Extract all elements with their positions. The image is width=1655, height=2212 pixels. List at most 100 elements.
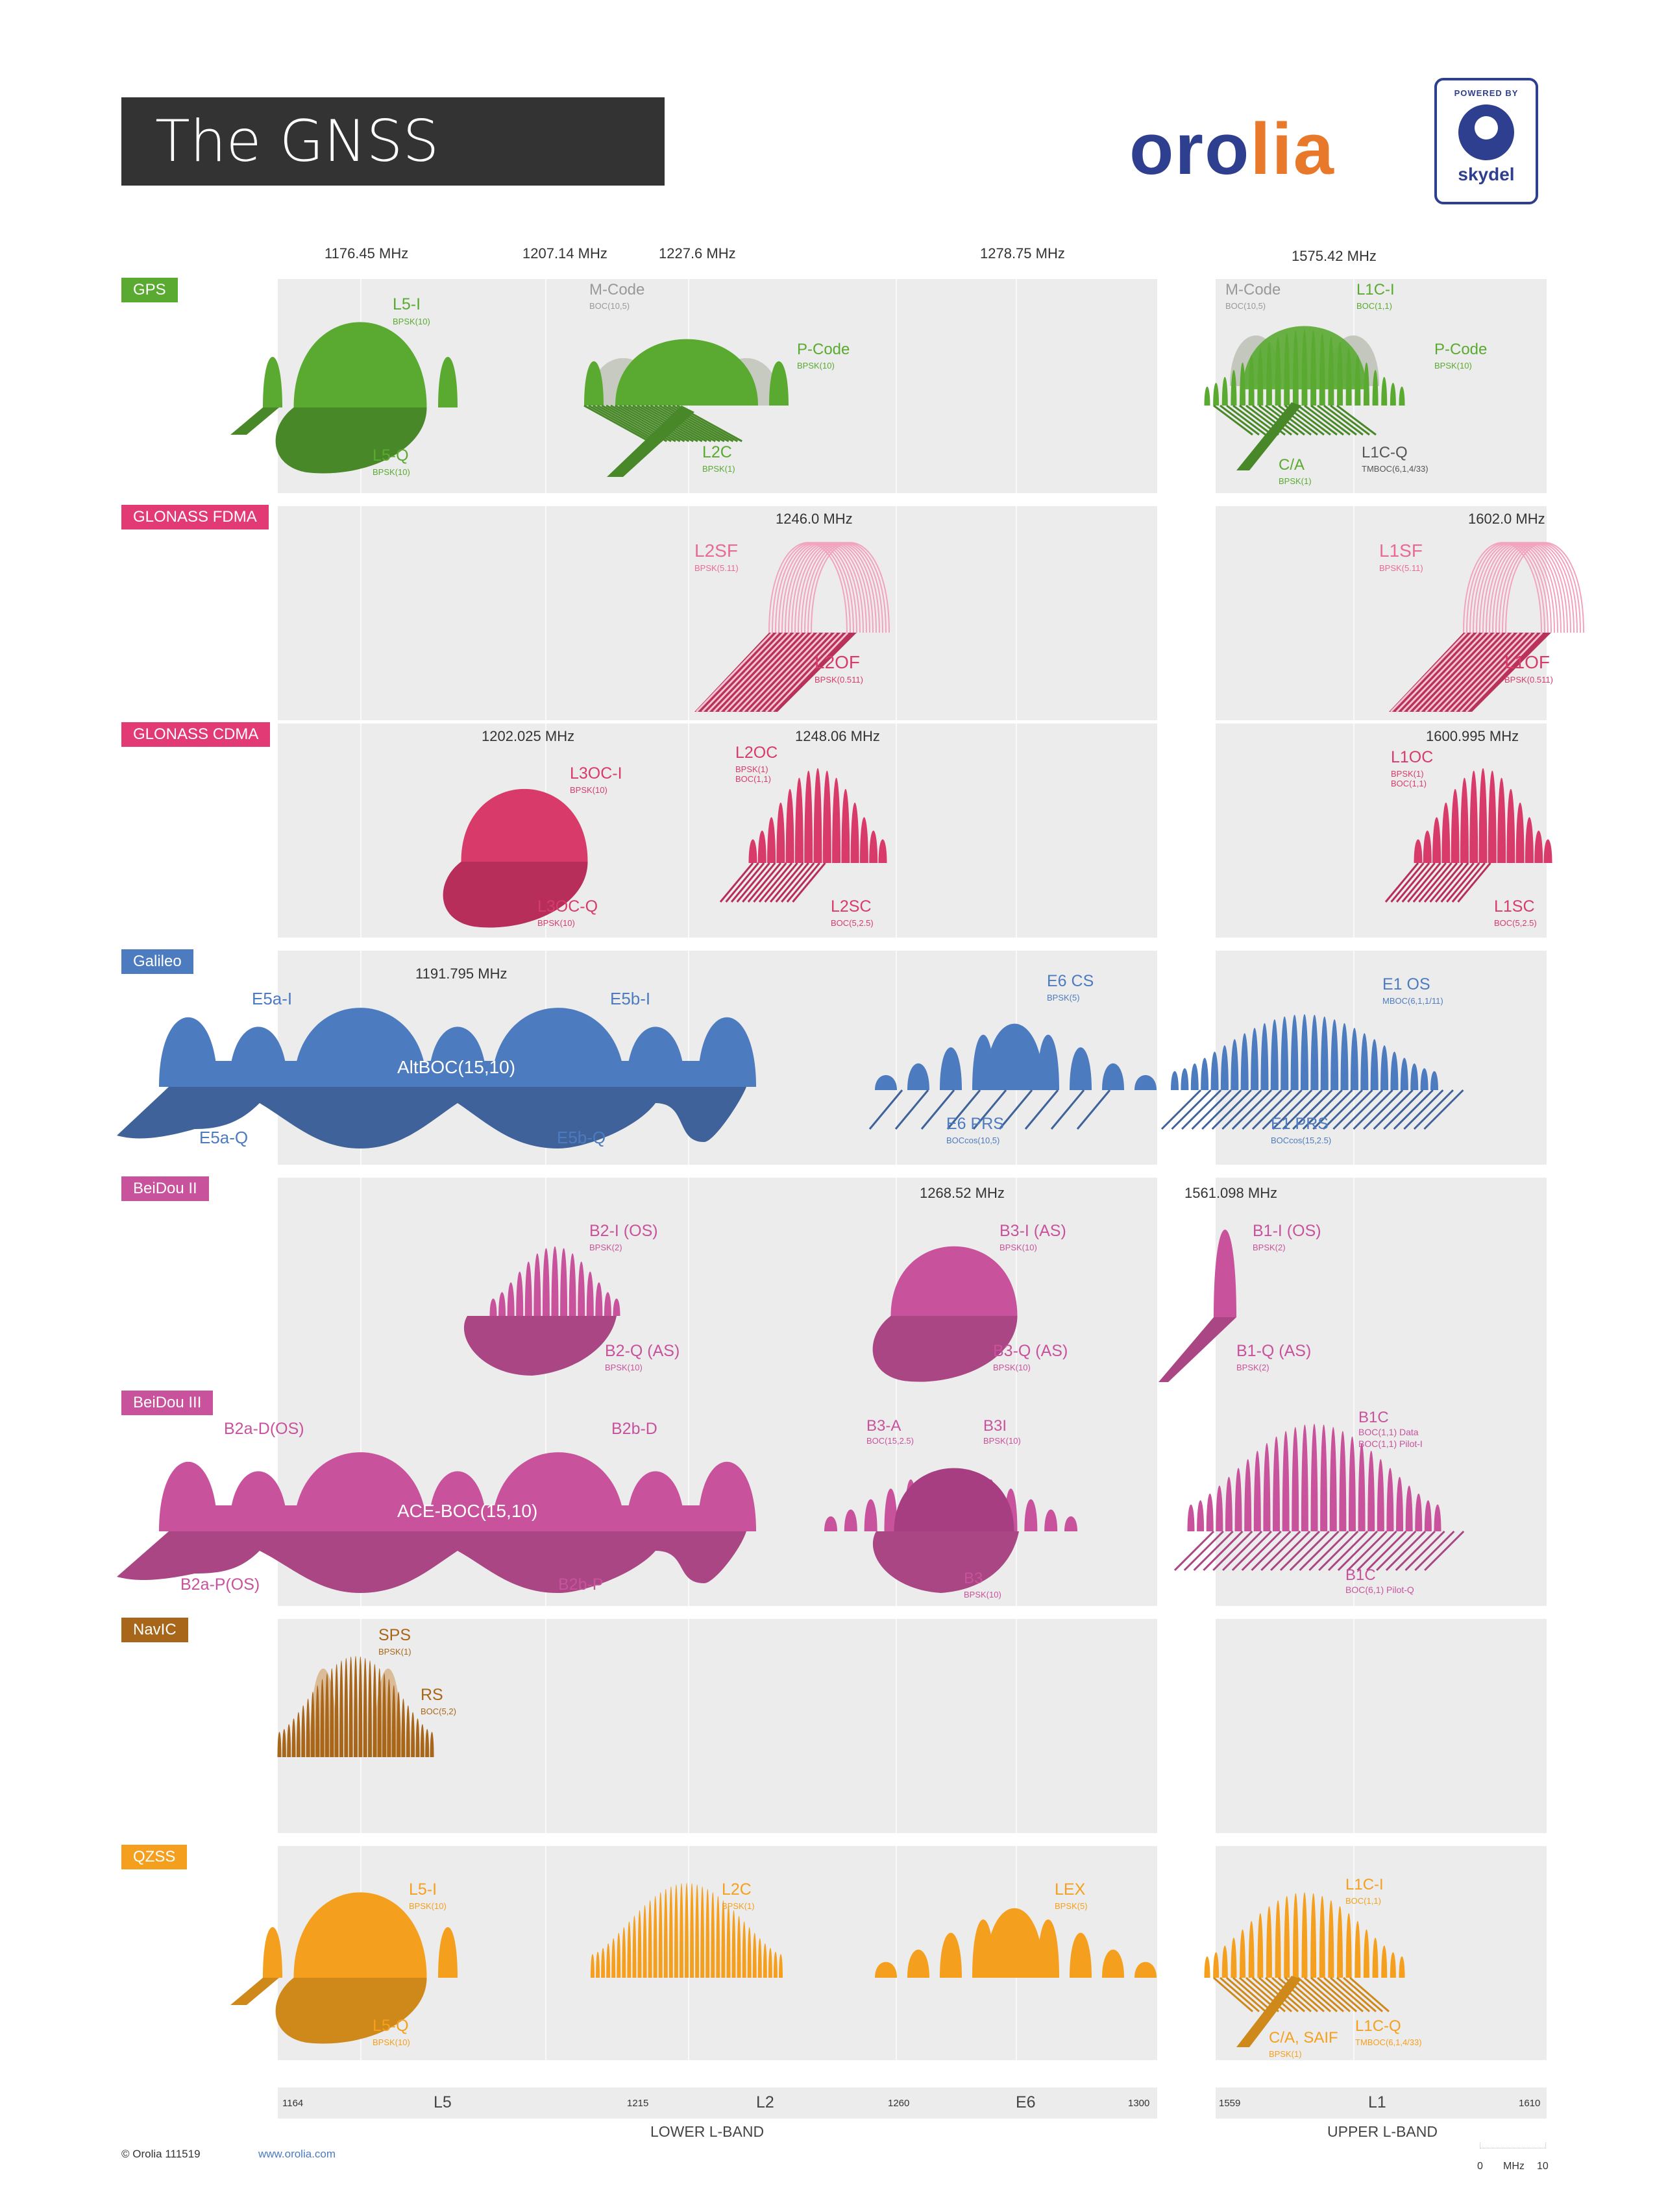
gps-l1ci-mod: BOC(1,1) xyxy=(1356,301,1392,311)
glonass-l1-spectral-line xyxy=(1506,788,1515,863)
gps-l2c-ribbon xyxy=(623,404,690,443)
beidou3-b1c-ribbon xyxy=(1251,1530,1292,1572)
galileo-e1-spectral-line xyxy=(1210,1051,1219,1090)
glonass-l1sf-line xyxy=(1505,542,1584,633)
qzss-l2c-spectral-line xyxy=(668,1886,673,1978)
beidou3-b3i-label: B3I xyxy=(983,1417,1007,1435)
qzss-l1-spectral-line xyxy=(1345,1913,1352,1978)
qzss-l1-spectral-line xyxy=(1399,1956,1405,1978)
glonass-l1of-line xyxy=(1390,631,1468,713)
beidou3-b1c-spectral-line xyxy=(1329,1427,1337,1531)
navic-sps-spectral-line xyxy=(277,1732,282,1757)
axis-tick: 1559 xyxy=(1219,2098,1241,2109)
qzss-l2c-spectral-line xyxy=(726,1904,731,1978)
website-link[interactable]: www.orolia.com xyxy=(258,2148,336,2160)
galileo-e1-ribbon xyxy=(1312,1089,1353,1130)
galileo-e5bq-label: E5b-Q xyxy=(557,1128,606,1147)
beidou3-b1c-spectral-line xyxy=(1197,1500,1205,1531)
glonass-l2sc-ribbon xyxy=(786,862,821,903)
glonass-l1of-mod: BPSK(0.511) xyxy=(1504,675,1553,685)
beidou3-b3a-spectral-line xyxy=(884,1489,898,1531)
beidou2-b2-spectral-line xyxy=(507,1282,515,1316)
qzss-l1-ribbon xyxy=(1317,1976,1357,2013)
qzss-l2c-spectral-line xyxy=(653,1895,657,1978)
beidou2-b2-spectral-line xyxy=(604,1292,611,1316)
center-frequency-label: 1246.0 MHz xyxy=(776,511,853,527)
frequency-guide-line xyxy=(1016,279,1017,2060)
beidou3-b1c-spectral-line xyxy=(1434,1504,1441,1531)
gps-l1-mcode-label: M-Code xyxy=(1225,281,1281,298)
system-label: GLONASS FDMA xyxy=(121,505,269,529)
system-label: NavIC xyxy=(121,1618,188,1642)
navic-sps-spectral-line xyxy=(354,1656,358,1757)
glonass-l1sc-ribbon xyxy=(1401,862,1436,903)
glonass-l3oc-lobe xyxy=(461,788,588,862)
glonass-l2of-line xyxy=(718,631,796,713)
galileo-e5bi-label: E5b-I xyxy=(610,989,650,1008)
qzss-l1-spectral-line xyxy=(1231,1938,1237,1978)
galileo-e6-ribbon xyxy=(868,1089,903,1130)
axis-tick: 1164 xyxy=(282,2098,304,2109)
qzss-l2c-spectral-line xyxy=(737,1915,741,1978)
lower-band-panel xyxy=(278,506,1157,720)
gps-l1-spectral-line xyxy=(1337,341,1343,406)
gps-l1-spectral-line xyxy=(1204,386,1210,406)
glonass-l1-spectral-line xyxy=(1515,802,1525,863)
glonass-l1of-line xyxy=(1407,631,1485,713)
beidou2-b3-lobe xyxy=(890,1246,1018,1316)
qzss-l1-spectral-line xyxy=(1257,1913,1264,1978)
glonass-l2of-mod: BPSK(0.511) xyxy=(815,675,863,685)
qzss-l2c-spectral-line xyxy=(716,1895,720,1978)
beidou3-b1c-ribbon xyxy=(1241,1530,1282,1572)
glonass-l1of-line xyxy=(1425,631,1502,713)
beidou3-b1c-spectral-line xyxy=(1339,1431,1347,1531)
freq-label: 1207.14 MHz xyxy=(522,245,607,261)
center-frequency-label: 1248.06 MHz xyxy=(795,728,880,744)
frequency-guide-line xyxy=(1353,279,1355,2060)
gps-l1-ribbon xyxy=(1317,404,1357,436)
navic-sps-spectral-line xyxy=(377,1668,382,1757)
beidou3-b3i-mod: BPSK(10) xyxy=(983,1436,1021,1446)
glonass-l2of-line xyxy=(724,631,802,713)
qzss-l5-lobe xyxy=(293,1892,427,1978)
gps-l2c-ribbon xyxy=(654,404,720,443)
galileo-e1-ribbon xyxy=(1201,1089,1242,1130)
galileo-e5ai-label: E5a-I xyxy=(252,989,292,1008)
qzss-l1-ribbon xyxy=(1297,1976,1338,2013)
qzss-l2c-spectral-line xyxy=(690,1883,694,1978)
qzss-ca-shadow xyxy=(1236,1976,1301,2047)
glonass-l1sc-ribbon xyxy=(1407,862,1441,903)
glonass-l2-spectral-line xyxy=(832,777,841,863)
beidou3-b1c-ribbon xyxy=(1231,1530,1272,1572)
gps-l1-spectral-line xyxy=(1372,370,1379,406)
beidou3-b2bd-label: B2b-D xyxy=(611,1420,657,1438)
qzss-l1-ribbon xyxy=(1349,1976,1390,2013)
navic-sps-spectral-line xyxy=(401,1698,406,1757)
gps-l1-spectral-line xyxy=(1213,383,1220,406)
gps-l1-ribbon xyxy=(1232,404,1273,436)
galileo-e1prs-label: E1 PRS xyxy=(1271,1115,1329,1133)
qzss-l2c-spectral-line xyxy=(721,1900,726,1978)
beidou2-b2-spectral-line xyxy=(542,1248,550,1316)
beidou3-b1c-ribbon xyxy=(1395,1530,1436,1572)
beidou3-b3-shadow xyxy=(872,1531,1019,1593)
qzss-l2c-mod: BPSK(1) xyxy=(722,1901,755,1911)
glonass-l1-spectral-line xyxy=(1534,831,1543,863)
galileo-e5-shadow xyxy=(117,1087,746,1149)
glonass-l1of-line xyxy=(1395,631,1474,713)
qzss-lex-lobe xyxy=(1102,1949,1124,1978)
galileo-e1-spectral-line xyxy=(1270,1019,1279,1090)
glonass-l2sc-ribbon xyxy=(736,862,770,903)
galileo-e1-ribbon xyxy=(1211,1089,1252,1130)
glonass-l1of-line xyxy=(1442,631,1520,713)
galileo-e1-spectral-line xyxy=(1171,1071,1179,1090)
glonass-l2sc-ribbon xyxy=(753,862,787,903)
navic-sps-spectral-line xyxy=(382,1673,387,1757)
glonass-l2sf-line xyxy=(811,542,890,633)
beidou2-b2-spectral-line xyxy=(595,1282,603,1316)
glonass-l1-spectral-line xyxy=(1451,788,1460,863)
glonass-l1sc-label: L1SC xyxy=(1494,897,1535,916)
gps-l1-ribbon xyxy=(1310,404,1351,436)
gps-l1-spectral-line xyxy=(1275,336,1281,406)
gps-ca-mod: BPSK(1) xyxy=(1279,476,1312,486)
